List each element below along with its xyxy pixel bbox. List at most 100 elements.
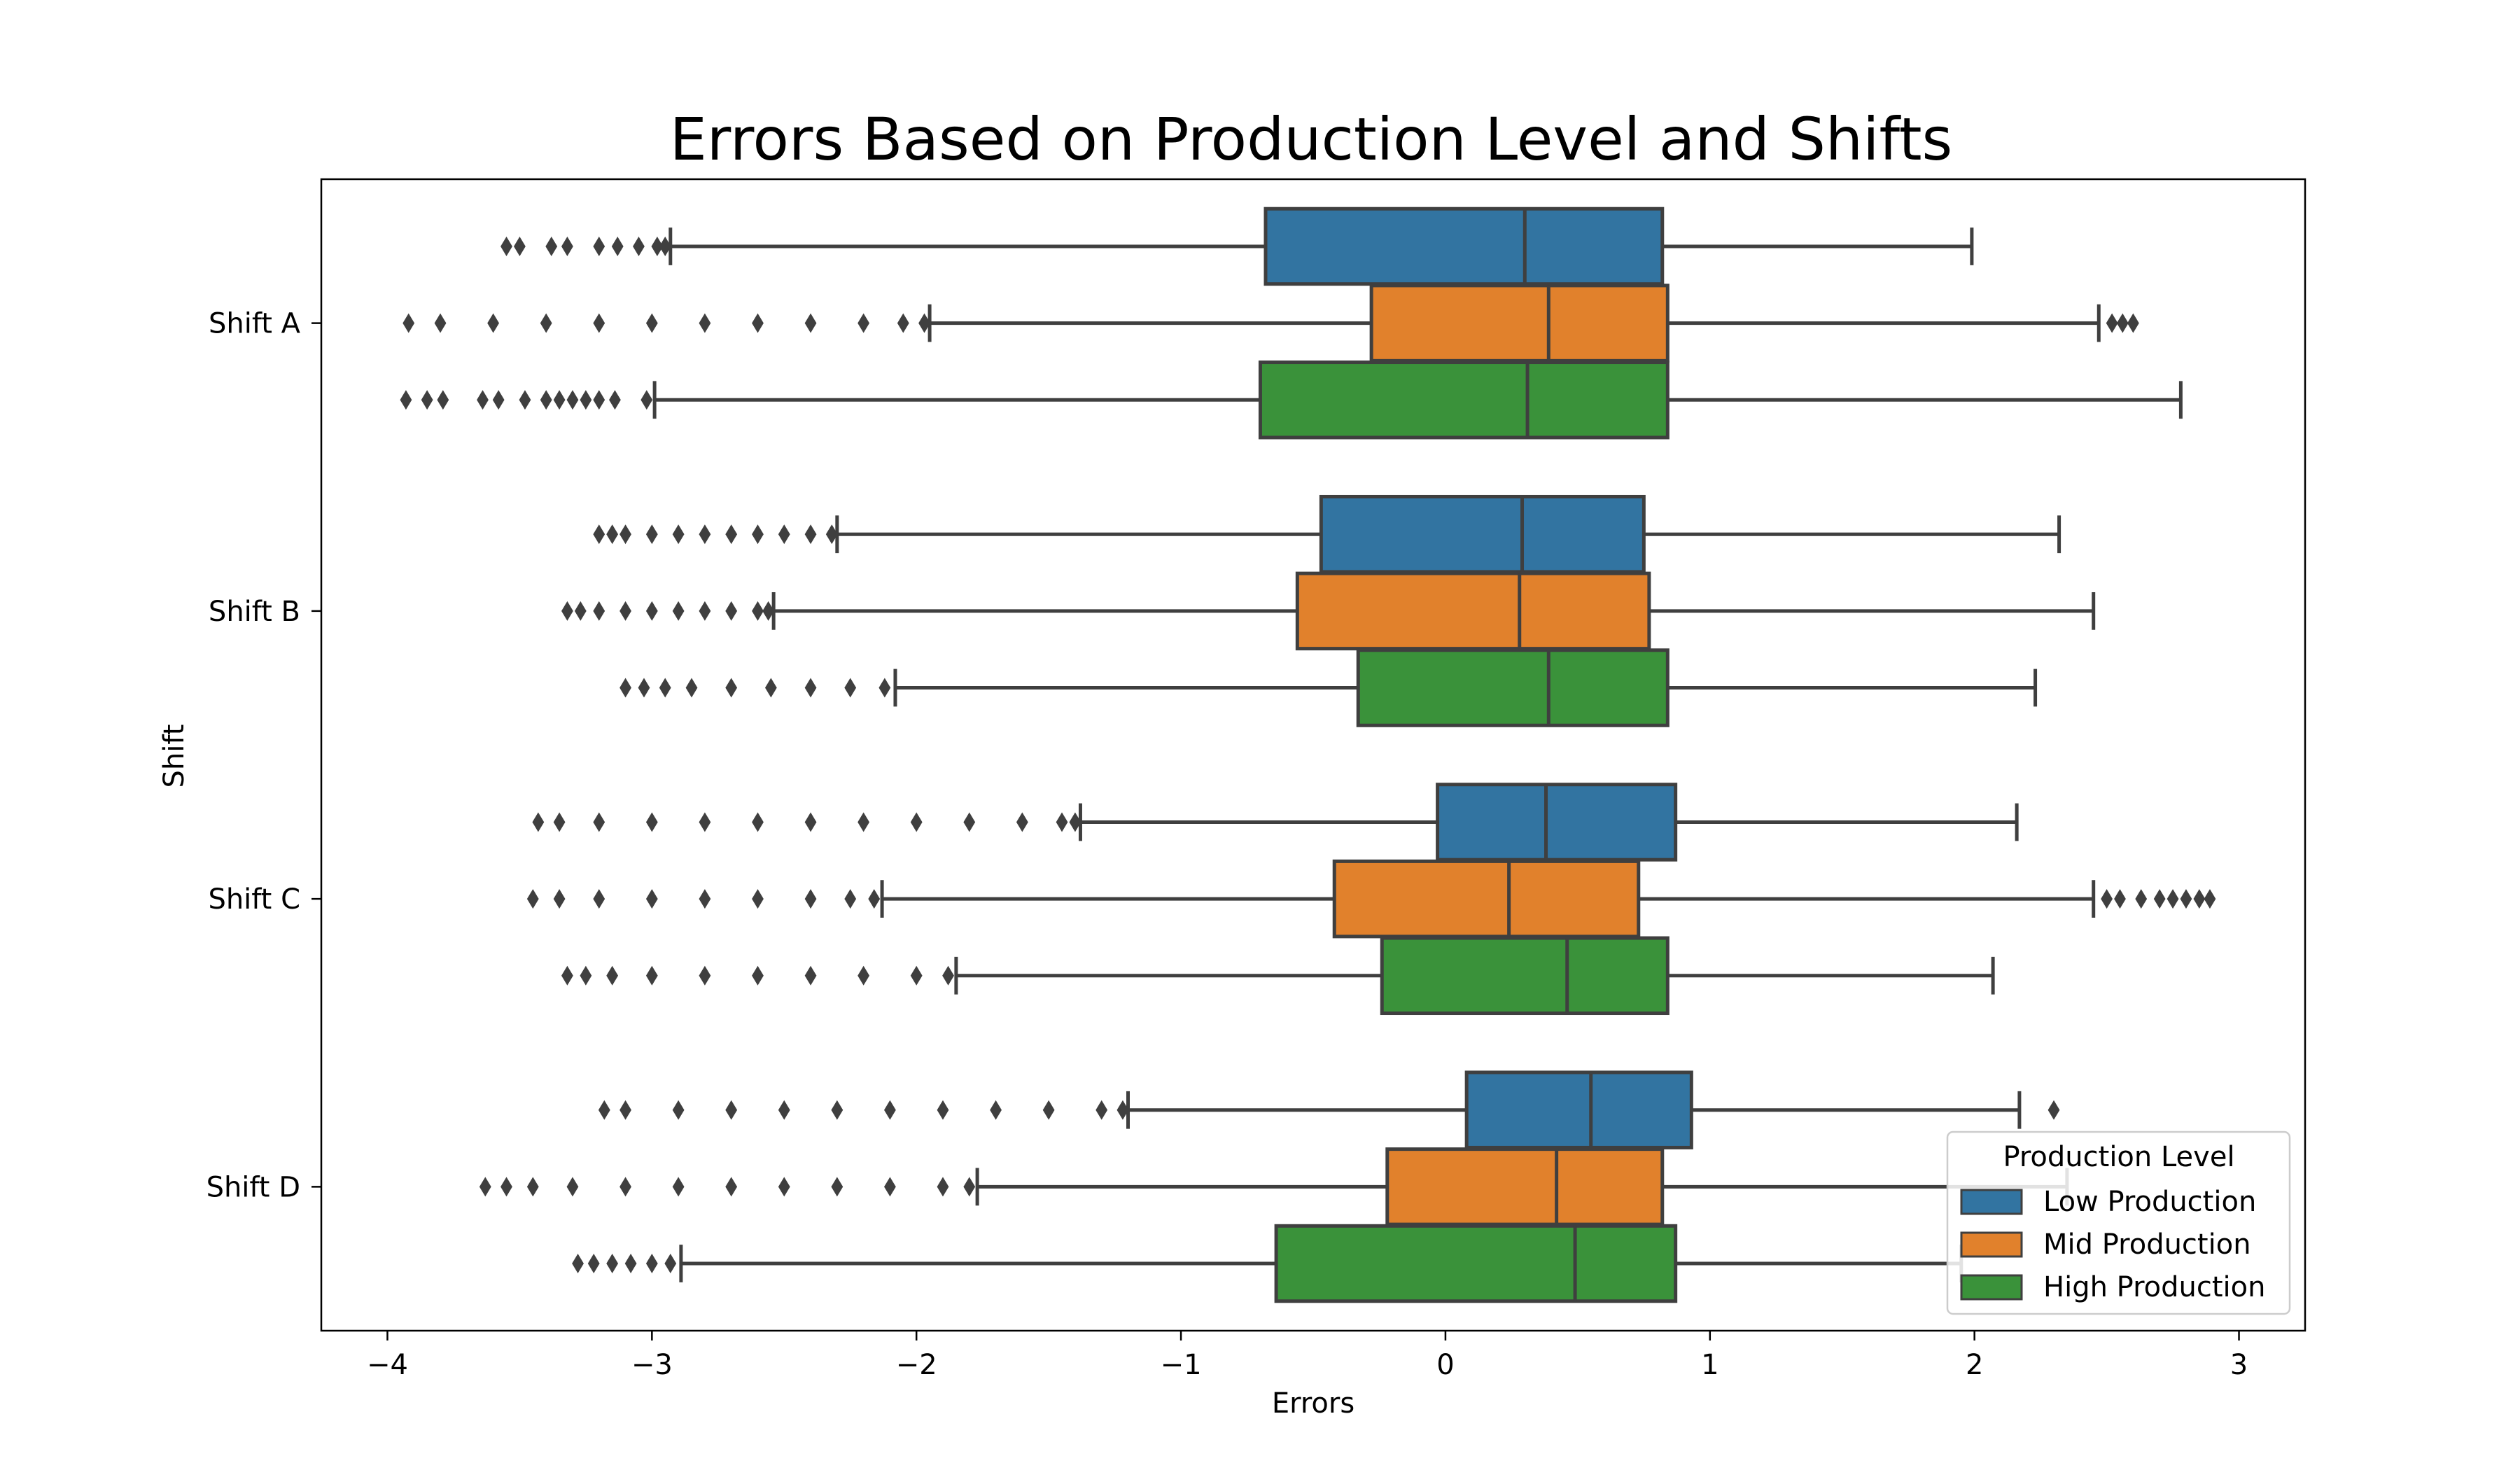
box-group bbox=[598, 1070, 2060, 1149]
outlier-point bbox=[620, 1100, 631, 1120]
outlier-point bbox=[526, 889, 539, 909]
outlier-point bbox=[645, 812, 658, 832]
outlier-point bbox=[725, 678, 738, 698]
outlier-point bbox=[540, 313, 552, 333]
outlier-point bbox=[633, 236, 645, 256]
outlier-point bbox=[624, 1254, 637, 1274]
outlier-point bbox=[2047, 1100, 2060, 1120]
outlier-point bbox=[1016, 812, 1028, 832]
outlier-point bbox=[593, 236, 606, 256]
legend-swatch bbox=[1960, 1274, 2023, 1301]
chart-title: Errors Based on Production Level and Shi… bbox=[670, 105, 1953, 174]
outlier-point bbox=[566, 390, 579, 410]
outlier-point bbox=[593, 812, 606, 832]
outlier-point bbox=[400, 390, 412, 410]
legend-label: Mid Production bbox=[2043, 1228, 2251, 1261]
x-tick-label: 2 bbox=[1966, 1349, 1983, 1381]
outlier-point bbox=[561, 236, 573, 256]
outlier-point bbox=[645, 601, 658, 621]
y-axis-ticks: Shift A Shift B Shift C Shift D bbox=[206, 308, 321, 1203]
outlier-point bbox=[804, 313, 817, 333]
outlier-point bbox=[659, 678, 671, 698]
outlier-point bbox=[572, 1254, 584, 1274]
outlier-point bbox=[752, 965, 764, 986]
outlier-point bbox=[645, 965, 658, 986]
outlier-point bbox=[421, 390, 433, 410]
legend-title: Production Level bbox=[2003, 1141, 2234, 1173]
outlier-point bbox=[659, 236, 671, 256]
outlier-point bbox=[672, 524, 685, 545]
outlier-point bbox=[2135, 889, 2148, 909]
outlier-point bbox=[897, 313, 909, 333]
outlier-point bbox=[672, 1177, 685, 1197]
outlier-point bbox=[1069, 812, 1082, 832]
legend-label: High Production bbox=[2043, 1271, 2265, 1303]
outlier-point bbox=[2193, 889, 2206, 909]
outlier-point bbox=[593, 601, 606, 621]
outlier-point bbox=[500, 1177, 512, 1197]
outlier-point bbox=[598, 1100, 610, 1120]
box-high-production bbox=[1274, 1224, 1678, 1303]
outlier-point bbox=[963, 812, 976, 832]
box-group bbox=[561, 936, 1995, 1016]
box-high-production bbox=[1356, 648, 1670, 727]
box-group bbox=[593, 494, 2062, 574]
outlier-point bbox=[645, 889, 658, 909]
outlier-point bbox=[804, 965, 817, 986]
box-high-production bbox=[1380, 936, 1670, 1016]
outlier-point bbox=[553, 812, 566, 832]
outlier-point bbox=[942, 965, 954, 986]
outlier-point bbox=[937, 1100, 949, 1120]
outlier-point bbox=[778, 1100, 790, 1120]
legend-swatch bbox=[1960, 1189, 2023, 1215]
outlier-point bbox=[672, 601, 685, 621]
y-tick-label: Shift C bbox=[208, 883, 300, 916]
legend-label: Low Production bbox=[2043, 1186, 2256, 1218]
outlier-point bbox=[804, 889, 817, 909]
outlier-point bbox=[580, 390, 592, 410]
outlier-point bbox=[645, 313, 658, 333]
outlier-point bbox=[2204, 889, 2216, 909]
outlier-point bbox=[500, 236, 512, 256]
outlier-point bbox=[699, 524, 711, 545]
box-low-production bbox=[1436, 783, 1678, 862]
outlier-point bbox=[990, 1100, 1002, 1120]
box-group bbox=[532, 783, 2019, 862]
outlier-point bbox=[580, 965, 592, 986]
outlier-point bbox=[685, 678, 698, 698]
box-mid-production bbox=[1332, 859, 1641, 939]
box-group bbox=[402, 284, 2139, 363]
boxes-layer bbox=[400, 206, 2216, 1303]
outlier-point bbox=[651, 236, 664, 256]
outlier-point bbox=[620, 524, 631, 545]
outlier-point bbox=[553, 390, 566, 410]
outlier-point bbox=[477, 390, 489, 410]
outlier-point bbox=[804, 678, 817, 698]
outlier-point bbox=[858, 812, 870, 832]
outlier-point bbox=[858, 313, 870, 333]
box-group bbox=[620, 648, 2038, 727]
outlier-point bbox=[2101, 889, 2113, 909]
x-tick-label: 0 bbox=[1436, 1349, 1454, 1381]
outlier-point bbox=[725, 524, 738, 545]
outlier-point bbox=[487, 313, 500, 333]
outlier-point bbox=[831, 1100, 844, 1120]
outlier-point bbox=[918, 313, 930, 333]
outlier-point bbox=[778, 1177, 790, 1197]
outlier-point bbox=[831, 1177, 844, 1197]
x-axis-ticks: −4 −3 −2 −1 0 1 2 3 bbox=[367, 1331, 2248, 1381]
outlier-point bbox=[532, 812, 545, 832]
outlier-point bbox=[752, 524, 764, 545]
outlier-point bbox=[664, 1254, 677, 1274]
outlier-point bbox=[725, 1177, 738, 1197]
outlier-point bbox=[402, 313, 415, 333]
y-tick-label: Shift B bbox=[209, 596, 300, 628]
outlier-point bbox=[492, 390, 505, 410]
outlier-point bbox=[2153, 889, 2166, 909]
outlier-point bbox=[844, 678, 857, 698]
outlier-point bbox=[561, 965, 573, 986]
outlier-point bbox=[2180, 889, 2192, 909]
outlier-point bbox=[778, 524, 790, 545]
outlier-point bbox=[640, 390, 653, 410]
